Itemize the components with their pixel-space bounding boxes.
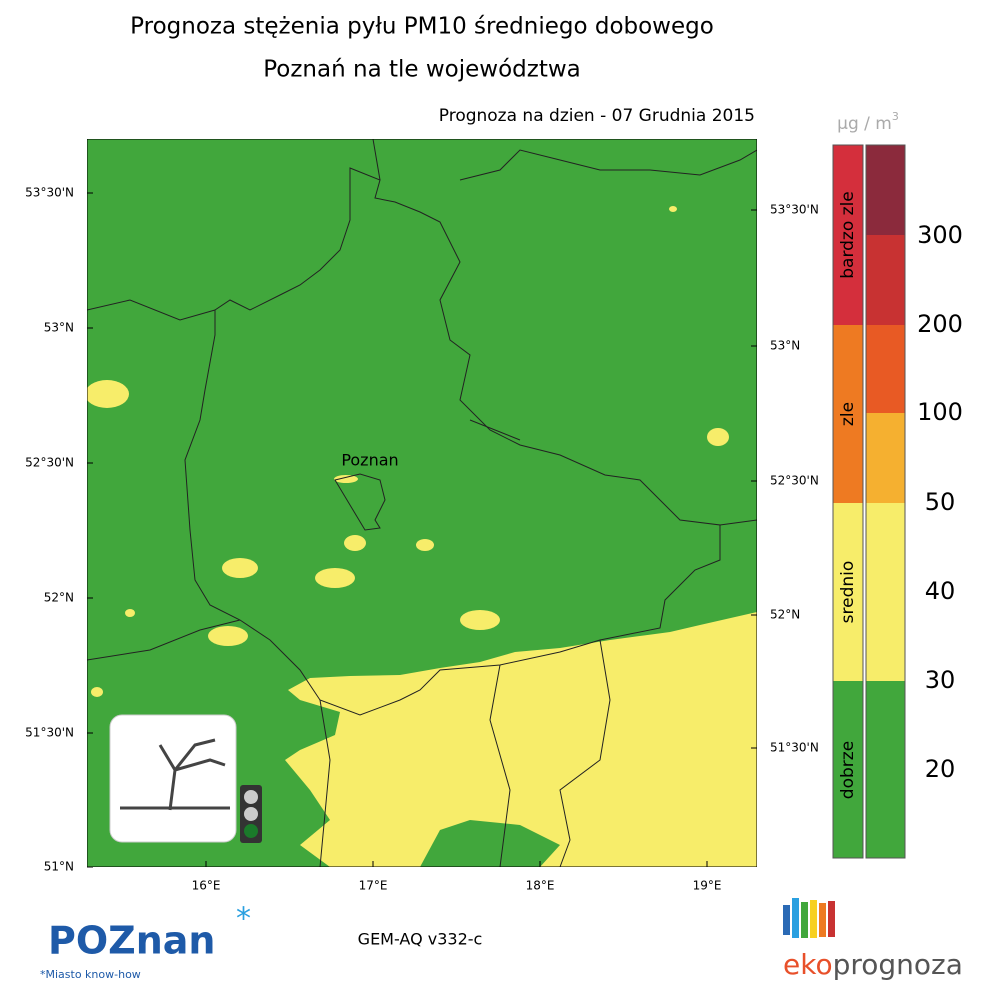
poznan-tagline: *Miasto know-how <box>40 968 141 981</box>
eko-bars <box>783 898 835 938</box>
unit: µg / m <box>837 114 892 134</box>
clean-area <box>420 820 560 867</box>
rect <box>783 905 790 935</box>
ellipse <box>334 475 358 483</box>
prognoza: prognoza <box>833 948 963 981</box>
lon-label: 19°E <box>693 879 722 893</box>
lat-label: 52°30'N <box>25 456 74 470</box>
legend-tick: 100 <box>917 398 963 426</box>
lat-label: 53°N <box>44 321 74 335</box>
path <box>87 139 757 867</box>
lon-label: 18°E <box>526 879 555 893</box>
tree-icon <box>120 738 230 811</box>
lat-label: 51°N <box>44 860 74 874</box>
lat-label: 53°30'N <box>25 186 74 200</box>
rect <box>866 681 905 858</box>
lat-label: 51°30'N <box>25 726 74 740</box>
ellipse <box>222 558 258 578</box>
lat-label: 53°N <box>770 339 800 353</box>
legend-class: srednio <box>838 561 858 624</box>
date-label: Prognoza na dzien - 07 Grudnia 2015 <box>439 106 755 126</box>
model-label: GEM-AQ v332-c <box>358 930 483 949</box>
legend-class: dobrze <box>838 741 858 799</box>
rect <box>866 145 905 235</box>
ellipse <box>91 687 103 697</box>
rect <box>866 413 905 503</box>
legend-unit: µg / m3 <box>837 110 899 134</box>
legend-tick: 50 <box>925 488 956 516</box>
unit-exponent: 3 <box>892 110 899 123</box>
legend-tick: 30 <box>925 666 956 694</box>
legend-tick: 20 <box>925 755 956 783</box>
path <box>334 473 386 531</box>
poznan-logo: POZnan <box>48 919 215 963</box>
lon-label: 16°E <box>192 879 221 893</box>
lat-label: 51°30'N <box>770 741 819 755</box>
ellipse <box>125 609 135 617</box>
lon-label: 17°E <box>359 879 388 893</box>
rect <box>833 325 863 503</box>
rect <box>866 325 905 413</box>
light <box>244 807 258 821</box>
title: Prognoza stężenia pyłu PM10 średniego do… <box>130 14 714 40</box>
rect <box>832 144 864 859</box>
eko: eko <box>783 948 833 981</box>
pollution-spots <box>87 206 729 697</box>
ellipse <box>87 380 129 408</box>
ellipse <box>208 626 248 646</box>
rect <box>810 900 817 938</box>
lat-label: 52°30'N <box>770 474 819 488</box>
ellipse <box>315 568 355 588</box>
subtitle: Poznań na tle województwa <box>263 57 581 83</box>
legend-tick: 40 <box>925 577 956 605</box>
rect <box>828 901 835 937</box>
eko-logo: ekoprognoza <box>783 948 963 981</box>
light <box>244 790 258 804</box>
lat-label: 52°N <box>770 608 800 622</box>
borders <box>87 139 757 867</box>
pollution-area <box>285 612 757 867</box>
lat-label: 53°30'N <box>770 203 819 217</box>
legend <box>832 144 906 859</box>
rect <box>833 681 863 858</box>
ellipse <box>344 535 366 551</box>
ellipse <box>460 610 500 630</box>
rect <box>866 235 905 325</box>
legend-class: bardzo zle <box>838 191 858 279</box>
legend-class: zle <box>838 402 858 426</box>
rect <box>833 145 863 325</box>
ellipse <box>707 428 729 446</box>
rect <box>801 902 808 938</box>
rect <box>819 903 826 937</box>
light <box>244 824 258 838</box>
rect <box>792 898 799 938</box>
ellipse <box>416 539 434 551</box>
legend-tick: 200 <box>917 310 963 338</box>
legend-tick: 300 <box>917 221 963 249</box>
rect <box>865 144 906 859</box>
ellipse <box>669 206 677 212</box>
logo-star: * <box>236 902 251 937</box>
rect <box>866 503 905 681</box>
rect <box>833 503 863 681</box>
city-label: Poznan <box>341 451 398 470</box>
lat-label: 52°N <box>44 591 74 605</box>
